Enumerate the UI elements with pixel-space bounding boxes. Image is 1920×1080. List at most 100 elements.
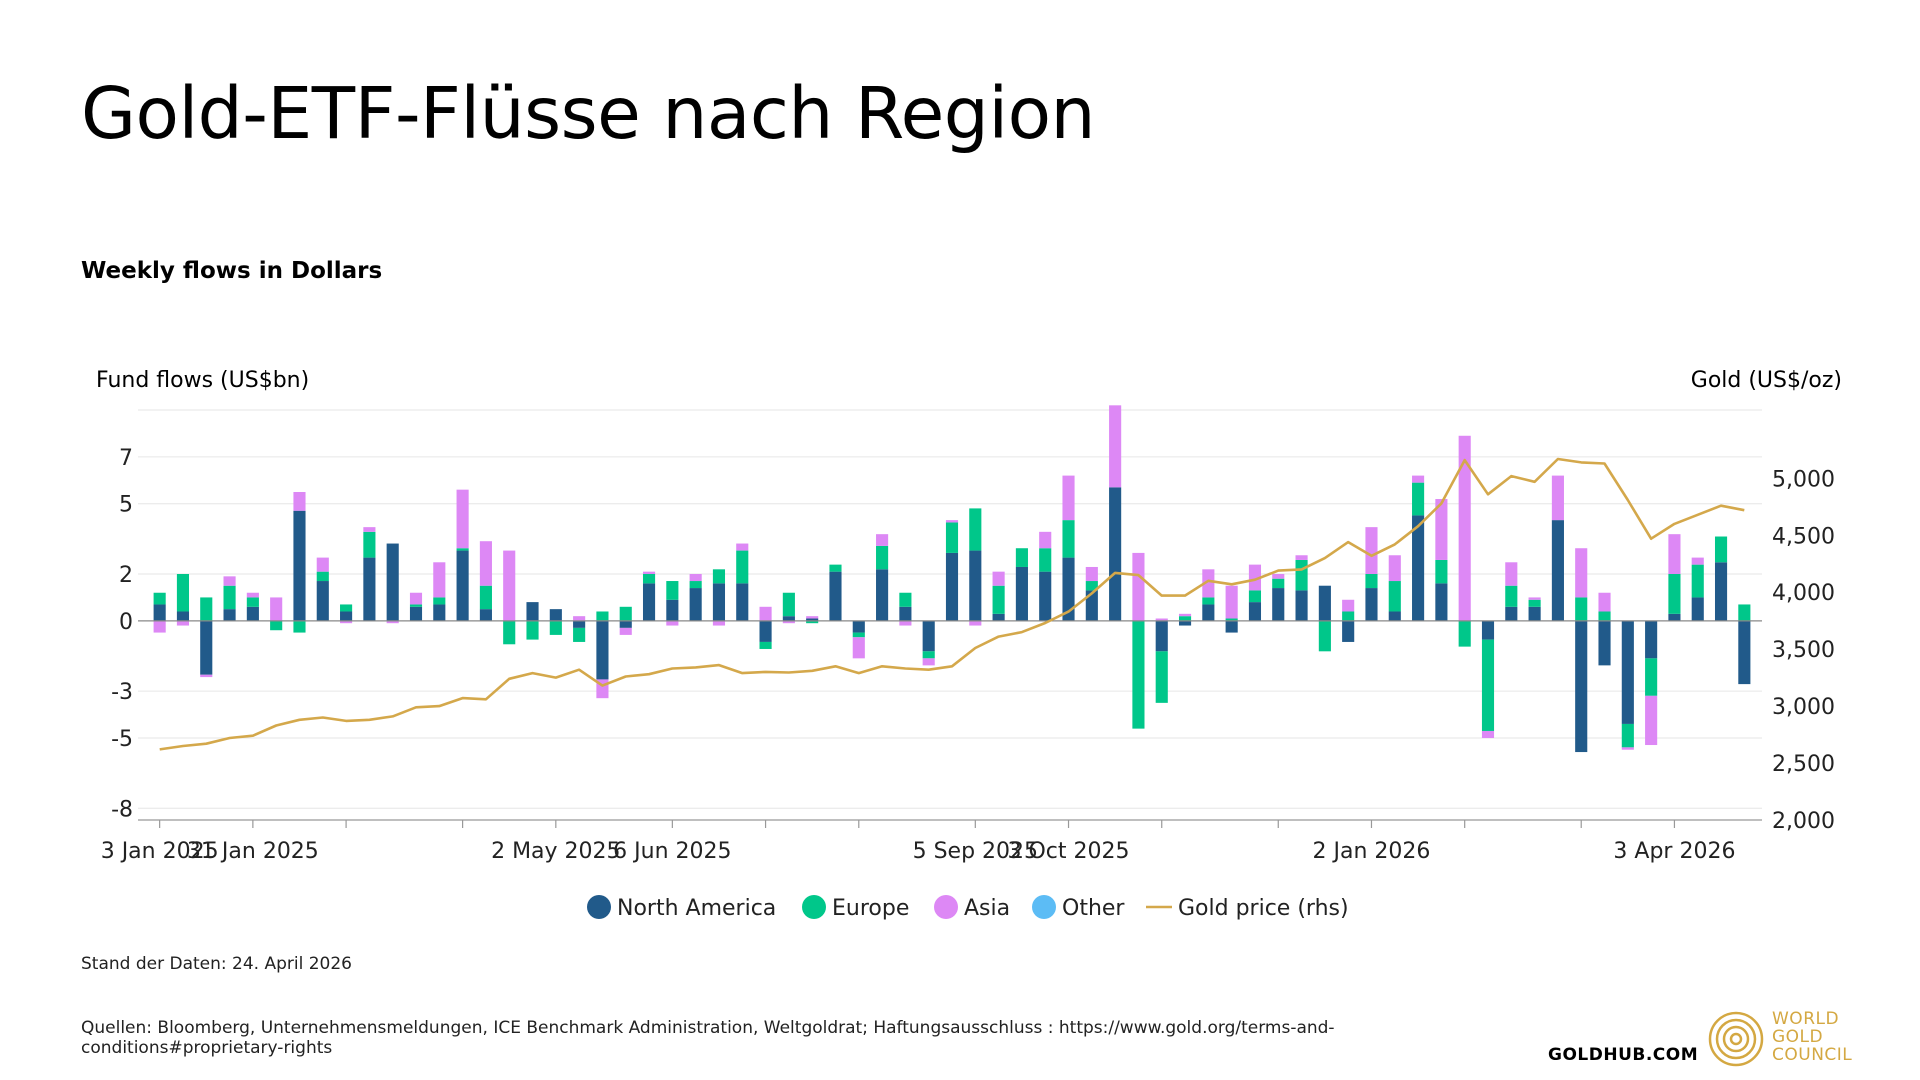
bar-europe xyxy=(689,581,702,589)
y2-axis-title: Gold (US$/oz) xyxy=(1691,368,1842,393)
bar-europe xyxy=(1458,620,1471,647)
bar-europe xyxy=(1435,559,1448,584)
bar-europe xyxy=(1388,581,1401,612)
bar-north-america xyxy=(899,606,912,621)
bar-asia xyxy=(759,606,772,621)
bar-north-america xyxy=(759,620,772,642)
legend: North America Europe Asia Other Gold price (… xyxy=(587,895,1349,921)
bar-north-america xyxy=(433,604,446,621)
bar-europe xyxy=(782,592,795,617)
bar-europe xyxy=(969,508,982,551)
wgc-logo-line: COUNCIL xyxy=(1772,1045,1853,1065)
bar-europe xyxy=(1668,574,1681,614)
bar-asia xyxy=(712,620,726,626)
bar-north-america xyxy=(1505,606,1518,621)
wgc-logo-text: WORLD GOLD COUNCIL xyxy=(1772,1010,1852,1064)
bar-asia xyxy=(876,534,889,546)
bar-north-america xyxy=(1365,588,1378,621)
bar-europe xyxy=(852,632,865,638)
y2-tick-label: 4,500 xyxy=(1772,524,1835,549)
bar-north-america xyxy=(340,611,353,621)
y-tick-label: -3 xyxy=(111,680,133,705)
bar-asia xyxy=(1621,747,1634,750)
bar-europe xyxy=(619,606,632,621)
chart-subtitle: Weekly flows in Dollars xyxy=(81,258,383,284)
bar-north-america xyxy=(573,620,586,628)
y-tick-label: 7 xyxy=(119,446,133,471)
bar-north-america xyxy=(316,581,329,621)
page-title: Gold-ETF-Flüsse nach Region xyxy=(81,72,1096,155)
bar-north-america xyxy=(153,604,166,621)
wgc-logo-line: WORLD xyxy=(1772,1009,1840,1029)
bar-asia xyxy=(1132,552,1145,621)
bar-europe xyxy=(1575,597,1588,621)
bar-north-america xyxy=(293,510,306,621)
bar-asia xyxy=(200,674,213,678)
bar-asia xyxy=(642,571,656,574)
bar-asia xyxy=(1435,499,1448,560)
wgc-logo-icon xyxy=(1708,1011,1764,1067)
bar-north-america xyxy=(1738,620,1751,685)
bar-north-america xyxy=(1691,597,1704,621)
gold-price-polyline xyxy=(159,457,1745,751)
bar-north-america xyxy=(386,543,399,621)
bar-europe xyxy=(1365,574,1378,589)
bar-europe xyxy=(526,620,539,640)
bar-europe xyxy=(1318,620,1331,652)
y-axis-title: Fund flows (US$bn) xyxy=(96,368,309,393)
bar-asia xyxy=(1505,562,1518,586)
bar-north-america xyxy=(852,620,865,633)
bar-asia xyxy=(270,597,283,621)
y-tick-label: -8 xyxy=(111,797,133,822)
bar-europe xyxy=(176,574,190,612)
bar-asia xyxy=(689,574,702,582)
bar-asia xyxy=(1342,599,1355,612)
bar-north-america xyxy=(969,550,982,621)
bar-asia xyxy=(1481,730,1495,738)
bar-asia xyxy=(1085,566,1098,582)
bar-europe xyxy=(363,531,376,558)
bar-north-america xyxy=(689,588,702,621)
bar-europe xyxy=(1645,658,1658,696)
bar-europe xyxy=(409,604,423,607)
bar-asia xyxy=(806,616,819,619)
bar-north-america xyxy=(1412,515,1425,621)
bar-europe xyxy=(200,597,213,621)
bar-europe xyxy=(1528,599,1541,607)
bar-north-america xyxy=(945,552,959,621)
bar-asia xyxy=(1598,592,1611,612)
axis-labels: -8 -5 -3 0 2 5 7 2,000 2,500 3,000 3,500 4,000 4,500… xyxy=(96,368,1842,864)
bar-north-america xyxy=(479,609,492,621)
bar-north-america xyxy=(1668,613,1681,621)
y2-tick-label: 3,500 xyxy=(1772,638,1835,663)
bar-europe xyxy=(316,571,329,582)
bar-north-america xyxy=(829,571,842,621)
bar-asia xyxy=(176,620,190,626)
bar-europe xyxy=(1225,618,1238,621)
x-tick-label: 6 Jun 2025 xyxy=(613,839,731,864)
bar-asia xyxy=(1295,555,1308,560)
goldhub-link[interactable]: GOLDHUB.COM xyxy=(1548,1045,1699,1065)
x-tick-label: 3 Oct 2025 xyxy=(1008,839,1130,864)
bar-north-america xyxy=(1388,611,1401,621)
bar-north-america xyxy=(223,609,236,621)
x-tick-label: 5 Sep 2025 xyxy=(913,839,1038,864)
bar-north-america xyxy=(1551,520,1564,621)
x-tick-label: 2 Jan 2026 xyxy=(1313,839,1431,864)
bar-europe xyxy=(899,592,912,607)
bar-asia xyxy=(852,637,865,659)
bar-asia xyxy=(1155,618,1168,621)
bar-asia xyxy=(340,620,353,624)
x-tick-label: 31 Jan 2025 xyxy=(187,839,319,864)
bar-europe xyxy=(596,611,609,621)
bar-asia xyxy=(1551,475,1564,521)
legend-other-swatch xyxy=(1032,895,1056,919)
bar-europe xyxy=(1342,611,1355,621)
legend-europe-label: Europe xyxy=(832,896,909,921)
bar-asia xyxy=(1668,534,1681,574)
bar-europe xyxy=(1085,581,1098,591)
bar-north-america xyxy=(1248,602,1262,621)
x-tick-label: 3 Jan 2025 xyxy=(101,839,219,864)
bar-north-america xyxy=(1039,571,1052,621)
bar-europe xyxy=(712,569,726,584)
